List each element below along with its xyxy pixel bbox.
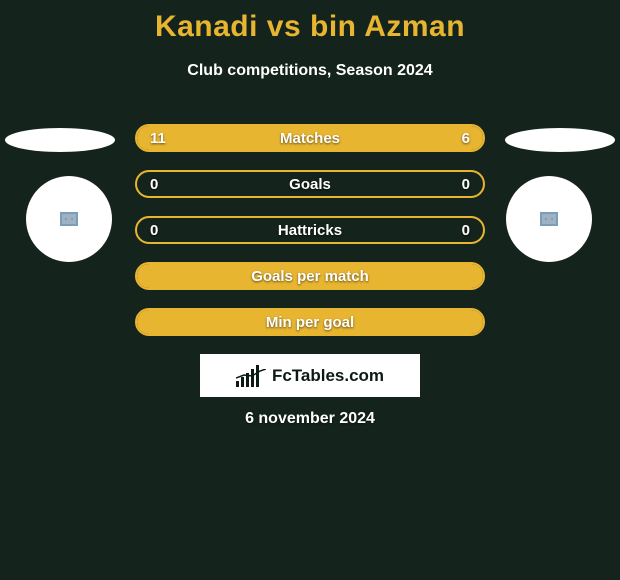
comparison-subtitle: Club competitions, Season 2024 <box>0 62 620 80</box>
stat-bar-goals: 0 Goals 0 <box>135 170 485 198</box>
branding-box: FcTables.com <box>200 354 420 397</box>
stat-label: Goals per match <box>251 268 369 285</box>
avatar-placeholder-icon <box>540 212 558 226</box>
fctables-logo-icon <box>236 365 266 387</box>
stat-value-left: 0 <box>150 222 158 239</box>
avatar-left <box>26 176 112 262</box>
stat-bar-hattricks: 0 Hattricks 0 <box>135 216 485 244</box>
stat-value-right: 6 <box>462 130 470 147</box>
avatar-placeholder-icon <box>60 212 78 226</box>
flag-right-placeholder <box>505 128 615 152</box>
stat-bar-matches: 11 Matches 6 <box>135 124 485 152</box>
logo-trend-line-icon <box>236 369 266 379</box>
branding-text: FcTables.com <box>272 366 384 386</box>
stat-value-left: 11 <box>150 130 166 147</box>
comparison-title: Kanadi vs bin Azman <box>0 0 620 44</box>
stat-bar-goals-per-match: Goals per match <box>135 262 485 290</box>
flag-left-placeholder <box>5 128 115 152</box>
stat-value-left: 0 <box>150 176 158 193</box>
stat-bar-min-per-goal: Min per goal <box>135 308 485 336</box>
stat-label: Matches <box>280 130 340 147</box>
avatar-right <box>506 176 592 262</box>
stat-label: Hattricks <box>278 222 342 239</box>
stats-panel: 11 Matches 6 0 Goals 0 0 Hattricks 0 Goa… <box>135 124 485 354</box>
stat-label: Goals <box>289 176 331 193</box>
stat-value-right: 0 <box>462 176 470 193</box>
snapshot-date: 6 november 2024 <box>0 410 620 428</box>
stat-label: Min per goal <box>266 314 354 331</box>
stat-value-right: 0 <box>462 222 470 239</box>
